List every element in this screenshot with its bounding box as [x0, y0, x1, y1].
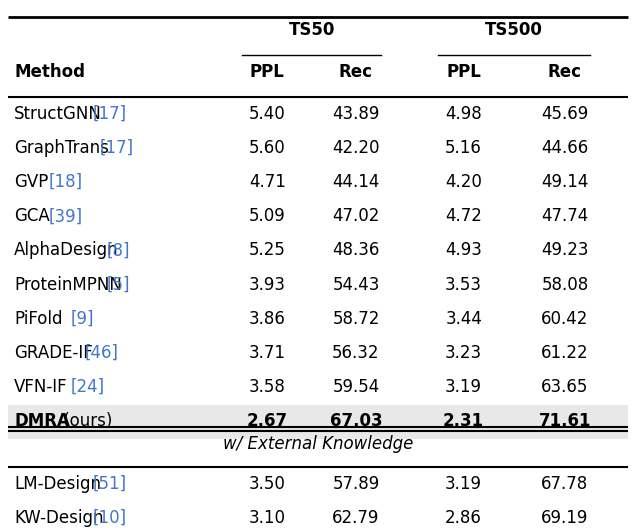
Text: TS50: TS50: [289, 21, 335, 39]
Text: [51]: [51]: [92, 475, 127, 493]
Text: 3.19: 3.19: [445, 475, 482, 493]
Text: VFN-IF: VFN-IF: [14, 378, 67, 396]
Text: 58.08: 58.08: [541, 276, 588, 294]
FancyBboxPatch shape: [8, 405, 628, 439]
Text: 58.72: 58.72: [332, 310, 380, 328]
Text: DMRA: DMRA: [14, 412, 70, 430]
Text: ProteinMPNN: ProteinMPNN: [14, 276, 122, 294]
Text: AlphaDesign: AlphaDesign: [14, 242, 119, 260]
Text: 5.25: 5.25: [249, 242, 286, 260]
Text: 44.66: 44.66: [541, 139, 588, 157]
Text: 67.78: 67.78: [541, 475, 588, 493]
Text: 67.03: 67.03: [329, 412, 382, 430]
Text: 4.72: 4.72: [445, 207, 482, 225]
Text: [8]: [8]: [107, 242, 130, 260]
Text: w/ External Knowledge: w/ External Knowledge: [223, 435, 413, 453]
Text: LM-Design: LM-Design: [14, 475, 101, 493]
Text: 4.71: 4.71: [249, 173, 286, 191]
Text: PiFold: PiFold: [14, 310, 62, 328]
Text: 4.20: 4.20: [445, 173, 482, 191]
Text: 3.93: 3.93: [249, 276, 286, 294]
Text: 4.93: 4.93: [445, 242, 482, 260]
Text: 49.14: 49.14: [541, 173, 589, 191]
Text: 59.54: 59.54: [333, 378, 380, 396]
Text: 42.20: 42.20: [332, 139, 380, 157]
Text: 4.98: 4.98: [445, 105, 482, 123]
Text: 45.69: 45.69: [541, 105, 588, 123]
Text: 56.32: 56.32: [332, 344, 380, 362]
Text: 3.23: 3.23: [445, 344, 482, 362]
Text: GRADE-IF: GRADE-IF: [14, 344, 93, 362]
Text: 63.65: 63.65: [541, 378, 589, 396]
Text: [5]: [5]: [107, 276, 130, 294]
Text: 48.36: 48.36: [332, 242, 380, 260]
Text: (ours): (ours): [59, 412, 113, 430]
Text: 47.74: 47.74: [541, 207, 588, 225]
Text: [17]: [17]: [92, 105, 127, 123]
Text: PPL: PPL: [250, 63, 285, 81]
Text: 47.02: 47.02: [332, 207, 380, 225]
Text: StructGNN: StructGNN: [14, 105, 102, 123]
Text: 5.09: 5.09: [249, 207, 286, 225]
Text: 57.89: 57.89: [333, 475, 380, 493]
Text: 2.86: 2.86: [445, 509, 482, 527]
Text: [17]: [17]: [100, 139, 134, 157]
Text: 5.16: 5.16: [445, 139, 482, 157]
Text: Rec: Rec: [548, 63, 582, 81]
Text: GVP: GVP: [14, 173, 48, 191]
Text: GraphTrans: GraphTrans: [14, 139, 109, 157]
Text: [10]: [10]: [92, 509, 127, 527]
Text: 49.23: 49.23: [541, 242, 589, 260]
Text: 54.43: 54.43: [332, 276, 380, 294]
Text: Rec: Rec: [339, 63, 373, 81]
Text: KW-Design: KW-Design: [14, 509, 104, 527]
Text: 60.42: 60.42: [541, 310, 589, 328]
Text: 62.79: 62.79: [332, 509, 380, 527]
Text: [24]: [24]: [71, 378, 104, 396]
Text: 69.19: 69.19: [541, 509, 589, 527]
Text: 5.40: 5.40: [249, 105, 286, 123]
Text: 3.10: 3.10: [249, 509, 286, 527]
Text: [9]: [9]: [71, 310, 94, 328]
Text: TS500: TS500: [485, 21, 543, 39]
Text: 2.67: 2.67: [247, 412, 288, 430]
Text: 43.89: 43.89: [332, 105, 380, 123]
Text: 61.22: 61.22: [541, 344, 589, 362]
Text: 3.50: 3.50: [249, 475, 286, 493]
Text: 3.58: 3.58: [249, 378, 286, 396]
Text: 3.44: 3.44: [445, 310, 482, 328]
Text: 3.19: 3.19: [445, 378, 482, 396]
Text: 3.86: 3.86: [249, 310, 286, 328]
Text: 71.61: 71.61: [539, 412, 591, 430]
Text: [18]: [18]: [48, 173, 83, 191]
Text: GCA: GCA: [14, 207, 50, 225]
Text: 3.53: 3.53: [445, 276, 482, 294]
Text: [46]: [46]: [85, 344, 119, 362]
Text: [39]: [39]: [48, 207, 83, 225]
Text: 5.60: 5.60: [249, 139, 286, 157]
Text: 3.71: 3.71: [249, 344, 286, 362]
Text: Method: Method: [14, 63, 85, 81]
Text: 2.31: 2.31: [443, 412, 484, 430]
Text: PPL: PPL: [446, 63, 481, 81]
Text: 44.14: 44.14: [332, 173, 380, 191]
